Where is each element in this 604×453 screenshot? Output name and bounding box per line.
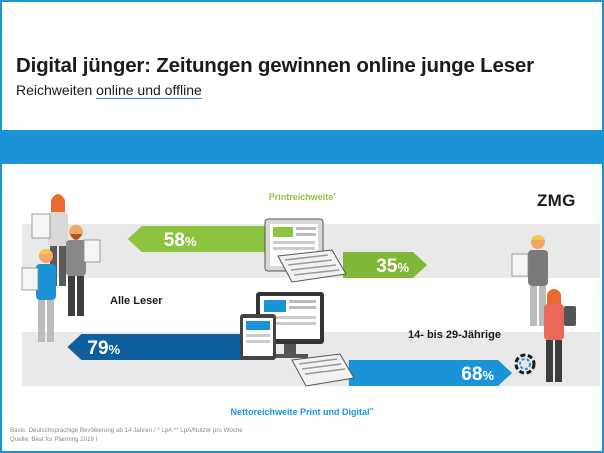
bar-digital-all xyxy=(67,334,258,360)
zmg-logo-icon xyxy=(514,353,536,375)
legend-print: Printreichweite* xyxy=(269,192,336,202)
bar-digital-young xyxy=(348,360,512,386)
header: Digital jünger: Zeitungen gewinnen onlin… xyxy=(2,2,602,130)
page-subtitle: Reichweiten online und offline xyxy=(16,82,202,98)
bar-print-young xyxy=(343,252,427,278)
page-title: Digital jünger: Zeitungen gewinnen onlin… xyxy=(16,54,534,77)
value-label-digital-young: 68% xyxy=(461,364,494,385)
bar-print-all xyxy=(127,226,267,252)
value-label-digital-all: 79% xyxy=(87,338,120,359)
chart-area: 58% 35% 79% 68% xyxy=(2,164,602,451)
footnote-source: Quelle: Best for Planning 2019 I xyxy=(10,435,98,443)
footnote: Basis: Deutschsprachige Bevölkerung ab 1… xyxy=(10,427,243,444)
reach-chart: 58% 35% 79% 68% xyxy=(21,192,600,417)
readers-group-illustration xyxy=(21,194,101,342)
blue-band xyxy=(0,130,604,164)
young-readers-illustration xyxy=(511,235,576,382)
footnote-basis: Basis: Deutschsprachige Bevölkerung ab 1… xyxy=(10,427,243,434)
subtitle-prefix: Reichweiten xyxy=(16,82,97,98)
logo-text: ZMG xyxy=(537,191,576,210)
zmg-logo xyxy=(513,352,589,376)
newspaper-tablet-icon xyxy=(264,218,347,283)
subtitle-underlined: online und offline xyxy=(96,82,202,98)
value-label-print-young: 35% xyxy=(376,256,409,277)
monitor-newspaper-icon xyxy=(240,292,355,387)
bars-group: 58% 35% 79% 68% xyxy=(67,226,512,386)
category-label-all: Alle Leser xyxy=(110,295,163,307)
value-label-print-all: 58% xyxy=(164,230,197,251)
legend-digital: Nettoreichweite Print und Digital** xyxy=(231,407,374,417)
category-label-young: 14- bis 29-Jährige xyxy=(408,329,501,341)
